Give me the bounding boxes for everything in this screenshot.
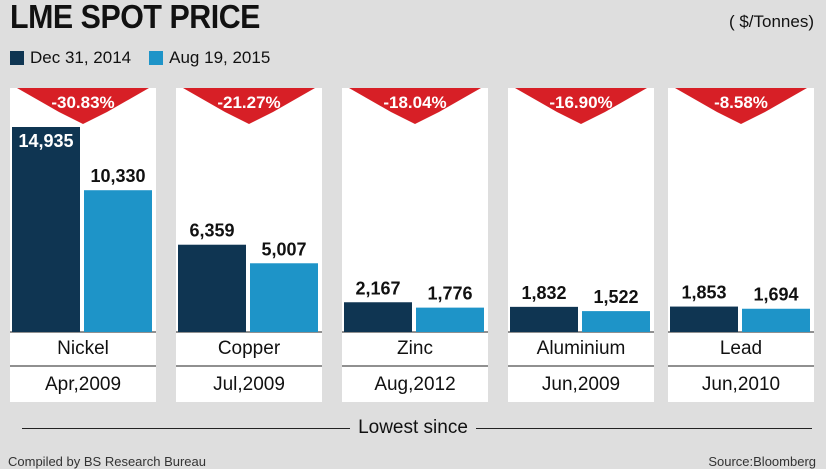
change-arrow-aluminium [515, 88, 647, 124]
legend-item-dec-2014: Dec 31, 2014 [10, 48, 131, 68]
value-label-zinc-aug-2015: 1,776 [427, 284, 472, 304]
change-label-zinc: -18.04% [383, 93, 446, 112]
bar-nickel-aug-2015 [84, 190, 152, 332]
category-label-lead: Lead [720, 338, 762, 359]
panel-aluminium [508, 88, 654, 402]
bar-lead-aug-2015 [742, 308, 810, 332]
bar-zinc-aug-2015 [416, 307, 484, 332]
legend-label-dec-2014: Dec 31, 2014 [30, 48, 132, 67]
value-label-copper-aug-2015: 5,007 [261, 239, 306, 259]
lowest-since-aluminium: Jun,2009 [542, 374, 620, 395]
change-arrow-nickel [17, 88, 149, 124]
footer-credit: Compiled by BS Research Bureau [8, 454, 206, 469]
change-label-aluminium: -16.90% [549, 93, 612, 112]
panel-lead [668, 88, 814, 402]
legend-swatch-aug-2015 [149, 51, 164, 65]
units-label: ( $/Tonnes) [728, 12, 814, 31]
lowest-since-zinc: Aug,2012 [374, 374, 455, 395]
value-label-aluminium-dec-2014: 1,832 [521, 283, 566, 303]
change-label-nickel: -30.83% [51, 93, 114, 112]
change-label-copper: -21.27% [217, 93, 280, 112]
bar-copper-dec-2014 [178, 244, 246, 332]
legend-label-aug-2015: Aug 19, 2015 [169, 48, 271, 67]
bar-zinc-dec-2014 [344, 302, 412, 332]
bar-lead-dec-2014 [670, 306, 738, 332]
lowest-since-label: Lowest since [350, 417, 476, 438]
panel-zinc [342, 88, 488, 402]
category-label-aluminium: Aluminium [537, 338, 626, 359]
change-arrow-zinc [349, 88, 481, 124]
value-label-aluminium-aug-2015: 1,522 [593, 287, 638, 307]
category-label-nickel: Nickel [57, 338, 109, 359]
footer-source: Source:Bloomberg [708, 454, 816, 469]
bar-aluminium-dec-2014 [510, 306, 578, 332]
value-label-zinc-dec-2014: 2,167 [355, 278, 400, 298]
change-arrow-copper [183, 88, 315, 124]
bar-aluminium-aug-2015 [582, 311, 650, 332]
change-label-lead: -8.58% [714, 93, 768, 112]
category-label-copper: Copper [218, 338, 281, 359]
legend-swatch-dec-2014 [10, 51, 24, 65]
legend: Dec 31, 2014 Aug 19, 2015 [10, 48, 288, 68]
lowest-since-copper: Jul,2009 [213, 374, 285, 395]
value-label-copper-dec-2014: 6,359 [189, 221, 234, 241]
lowest-since-bracket: Lowest since [0, 414, 826, 442]
value-label-lead-dec-2014: 1,853 [681, 283, 726, 303]
value-label-nickel-dec-2014: 14,935 [18, 131, 73, 151]
chart-title: LME SPOT PRICE [10, 0, 260, 35]
bar-copper-aug-2015 [250, 263, 318, 332]
value-label-nickel-aug-2015: 10,330 [90, 166, 145, 186]
bar-nickel-dec-2014 [12, 127, 80, 332]
value-label-lead-aug-2015: 1,694 [753, 285, 798, 305]
lowest-since-lead: Jun,2010 [702, 374, 780, 395]
category-label-zinc: Zinc [397, 338, 433, 359]
legend-item-aug-2015: Aug 19, 2015 [149, 48, 270, 68]
lowest-since-nickel: Apr,2009 [45, 374, 121, 395]
change-arrow-lead [675, 88, 807, 124]
